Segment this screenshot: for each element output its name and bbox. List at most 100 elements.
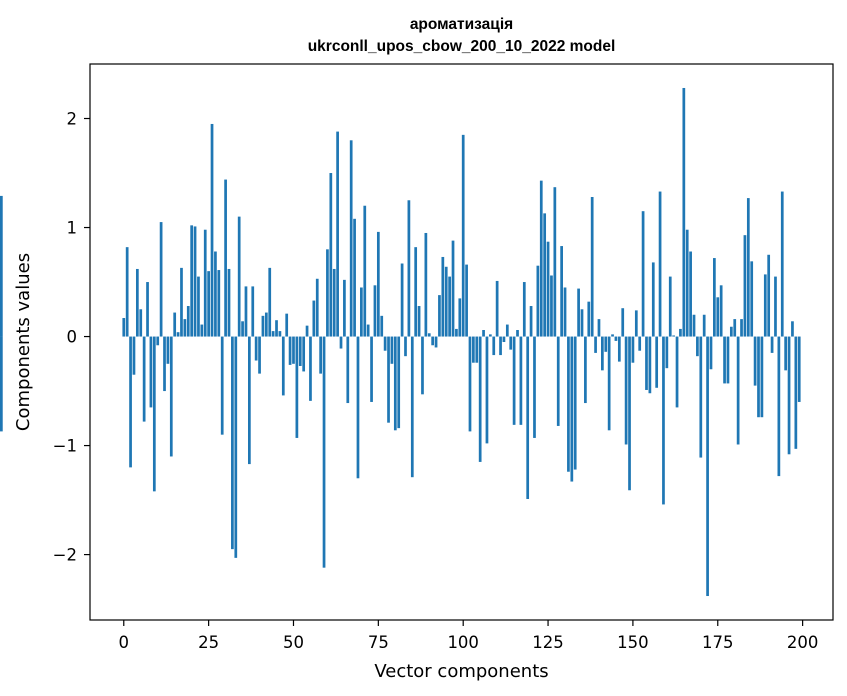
bar-83 [404, 336, 407, 357]
bar-44 [271, 331, 275, 337]
bar-97 [451, 240, 455, 337]
bar-177 [723, 336, 726, 384]
bar-33 [234, 336, 238, 558]
bar-198 [794, 336, 798, 449]
bar-193 [777, 336, 781, 477]
x-tick-label: 100 [447, 633, 479, 652]
bar-series [0, 87, 801, 597]
bar-135 [580, 309, 584, 337]
bar-5 [139, 309, 143, 337]
bar-28 [217, 270, 221, 337]
bar-188 [760, 336, 764, 418]
bar-106 [482, 330, 485, 337]
bar-12 [163, 336, 166, 392]
x-tick-label: 50 [283, 633, 304, 652]
bar-162 [672, 335, 675, 337]
bar-128 [556, 336, 560, 426]
bar-144 [611, 334, 614, 337]
bar-168 [692, 314, 696, 337]
bar-150 [631, 336, 635, 363]
bar-34 [237, 216, 241, 337]
bar-55 [309, 336, 312, 401]
bar-147 [621, 308, 625, 337]
bar-84 [407, 200, 411, 337]
bar-184 [746, 198, 750, 337]
bar-31 [227, 268, 231, 337]
bar-158 [658, 191, 662, 337]
bar-30 [224, 179, 227, 337]
bar-25 [207, 271, 210, 337]
bar-92 [434, 336, 438, 348]
bar-13 [166, 336, 170, 364]
bar-39 [254, 336, 258, 361]
bar-133 [573, 336, 577, 470]
bar-110 [495, 280, 499, 337]
bar-48 [285, 313, 289, 337]
bar-146 [617, 336, 621, 362]
bar-38 [251, 286, 255, 337]
bar-77 [383, 336, 387, 351]
bar-137 [587, 301, 591, 337]
x-axis-label: Vector components [374, 661, 548, 682]
x-tick-label: 25 [198, 633, 219, 652]
bar-145 [614, 336, 618, 341]
bar-88 [421, 336, 424, 395]
bar-199 [797, 336, 801, 402]
bar-17 [180, 267, 183, 337]
bar-116 [516, 330, 519, 337]
bar-81 [397, 336, 401, 429]
bar-170 [699, 336, 703, 458]
bar-11 [159, 222, 163, 337]
bar-114 [509, 336, 513, 350]
bar-104 [475, 336, 479, 363]
bar-161 [668, 276, 672, 337]
bar-43 [268, 267, 272, 337]
bar-175 [716, 297, 720, 337]
bar-14 [169, 336, 173, 457]
bar-140 [597, 319, 601, 337]
bar-167 [689, 251, 692, 337]
bar-132 [570, 336, 574, 482]
bar-18 [183, 319, 187, 337]
bar-165 [682, 87, 686, 337]
bar-176 [719, 285, 723, 337]
bar-163 [675, 336, 679, 408]
bar-138 [590, 197, 594, 337]
bar-67 [349, 140, 353, 337]
bar-136 [584, 336, 587, 404]
bar-32 [231, 336, 234, 550]
bar-108 [488, 334, 492, 337]
bar-166 [685, 229, 689, 337]
bar-96 [448, 276, 451, 337]
bar-72 [366, 324, 370, 337]
y-tick-label: 2 [67, 110, 78, 129]
bar-54 [305, 325, 309, 337]
bar-19 [186, 306, 190, 337]
x-tick-label: 75 [368, 633, 389, 652]
bar-94 [441, 256, 445, 337]
bar-63 [336, 131, 339, 337]
bar-68 [353, 218, 356, 337]
bar-82 [400, 263, 404, 337]
bar-46 [278, 331, 282, 337]
bar-49 [288, 336, 292, 365]
bar-182 [740, 319, 743, 337]
bar-4 [135, 268, 139, 337]
chart-title: ароматизація [410, 16, 513, 33]
bar-105 [478, 336, 482, 462]
bar-27 [214, 251, 217, 337]
bar-47 [281, 336, 285, 396]
bar-155 [648, 336, 652, 394]
bar-73 [370, 336, 373, 402]
bar-71 [363, 205, 367, 337]
bar-131 [567, 336, 570, 472]
bar-117 [519, 336, 523, 425]
bar-107 [485, 336, 489, 444]
bar-42 [264, 312, 268, 337]
bar-0 [122, 318, 126, 337]
bar-186 [753, 336, 757, 386]
bar-125 [546, 241, 550, 337]
bar-99 [458, 298, 462, 337]
bar-35 [241, 321, 244, 337]
chart-subtitle: ukrconll_upos_cbow_200_10_2022 model [308, 38, 616, 55]
